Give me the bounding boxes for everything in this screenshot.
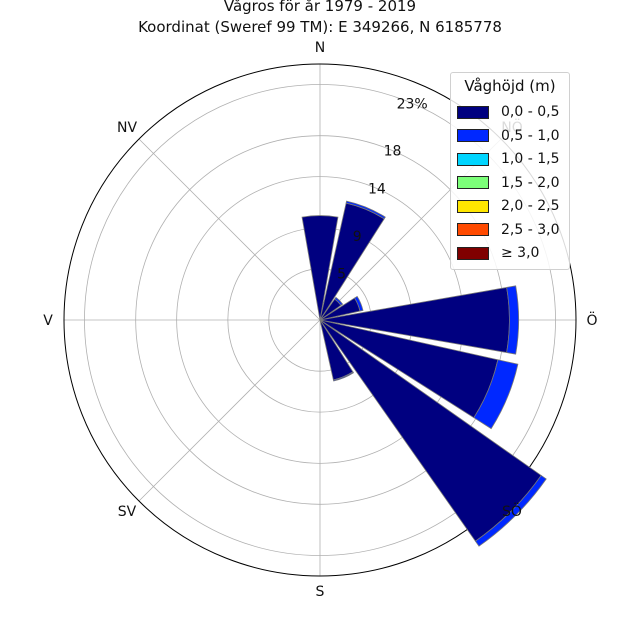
bar-segment-Ö-1 [506,285,520,355]
chart-subtitle: Koordinat (Sweref 99 TM): E 349266, N 61… [138,18,502,36]
radial-tick-label: 5 [337,267,346,283]
direction-label-5: SÖ [502,502,522,520]
legend-label: 2,5 - 3,0 [501,221,560,238]
chart-title: Vågros för år 1979 - 2019 [223,0,417,15]
legend-swatch [457,176,489,189]
legend-label: 1,0 - 1,5 [501,151,560,167]
legend-label: 1,5 - 2,0 [501,174,560,191]
bar-segment-ÖNÖ-1 [354,295,364,312]
direction-label-3: SV [118,504,137,520]
bar-segment-NNÖ-1 [345,200,386,220]
grid-spoke [138,319,321,502]
legend-label: ≥ 3,0 [501,245,540,261]
legend-swatch [457,105,489,119]
legend-entry: 1,5 - 2,0 [457,174,559,192]
legend-entry: 2,5 - 3,0 [457,221,559,239]
radial-tick-label: 9 [353,229,362,245]
legend-entry: ≥ 3,0 [457,244,539,262]
direction-label-4: S [316,584,325,600]
bar-segment-NÖ-1 [334,296,344,306]
legend-entry: 0,5 - 1,0 [457,127,559,145]
legend-title: Våghöjd (m) [464,77,556,95]
legend-entry: 1,0 - 1,5 [457,150,559,168]
direction-label-6: Ö [586,311,597,329]
direction-label-2: V [43,313,53,329]
direction-label-0: N [315,40,325,56]
legend-swatch [457,246,489,260]
radial-tick-label: 23% [397,96,428,112]
radial-tick-label: 18 [384,144,402,160]
legend-swatch [457,199,489,213]
bar-segment-SÖ-1 [474,474,547,547]
legend-swatch [457,223,489,236]
grid-spoke [138,138,321,321]
legend: Våghöjd (m) 0,0 - 0,5 0,5 - 1,0 1,0 - 1,5 1… [450,72,570,270]
bar-segment-N-0 [301,215,339,321]
legend-label: 0,0 - 0,5 [501,104,560,120]
bar-segment-SSÖ-1 [332,371,355,382]
bar-segment-ÖSÖ-1 [473,359,519,430]
legend-label: 0,5 - 1,0 [501,127,560,144]
legend-entry: 2,0 - 2,5 [457,197,559,215]
legend-swatch [457,152,489,166]
outer-circle [63,63,577,577]
radial-tick-label: 14 [368,182,386,198]
direction-label-1: NV [117,120,137,136]
legend-entry: 0,0 - 0,5 [457,103,559,121]
legend-label: 2,0 - 2,5 [501,198,560,214]
legend-swatch [457,129,489,142]
